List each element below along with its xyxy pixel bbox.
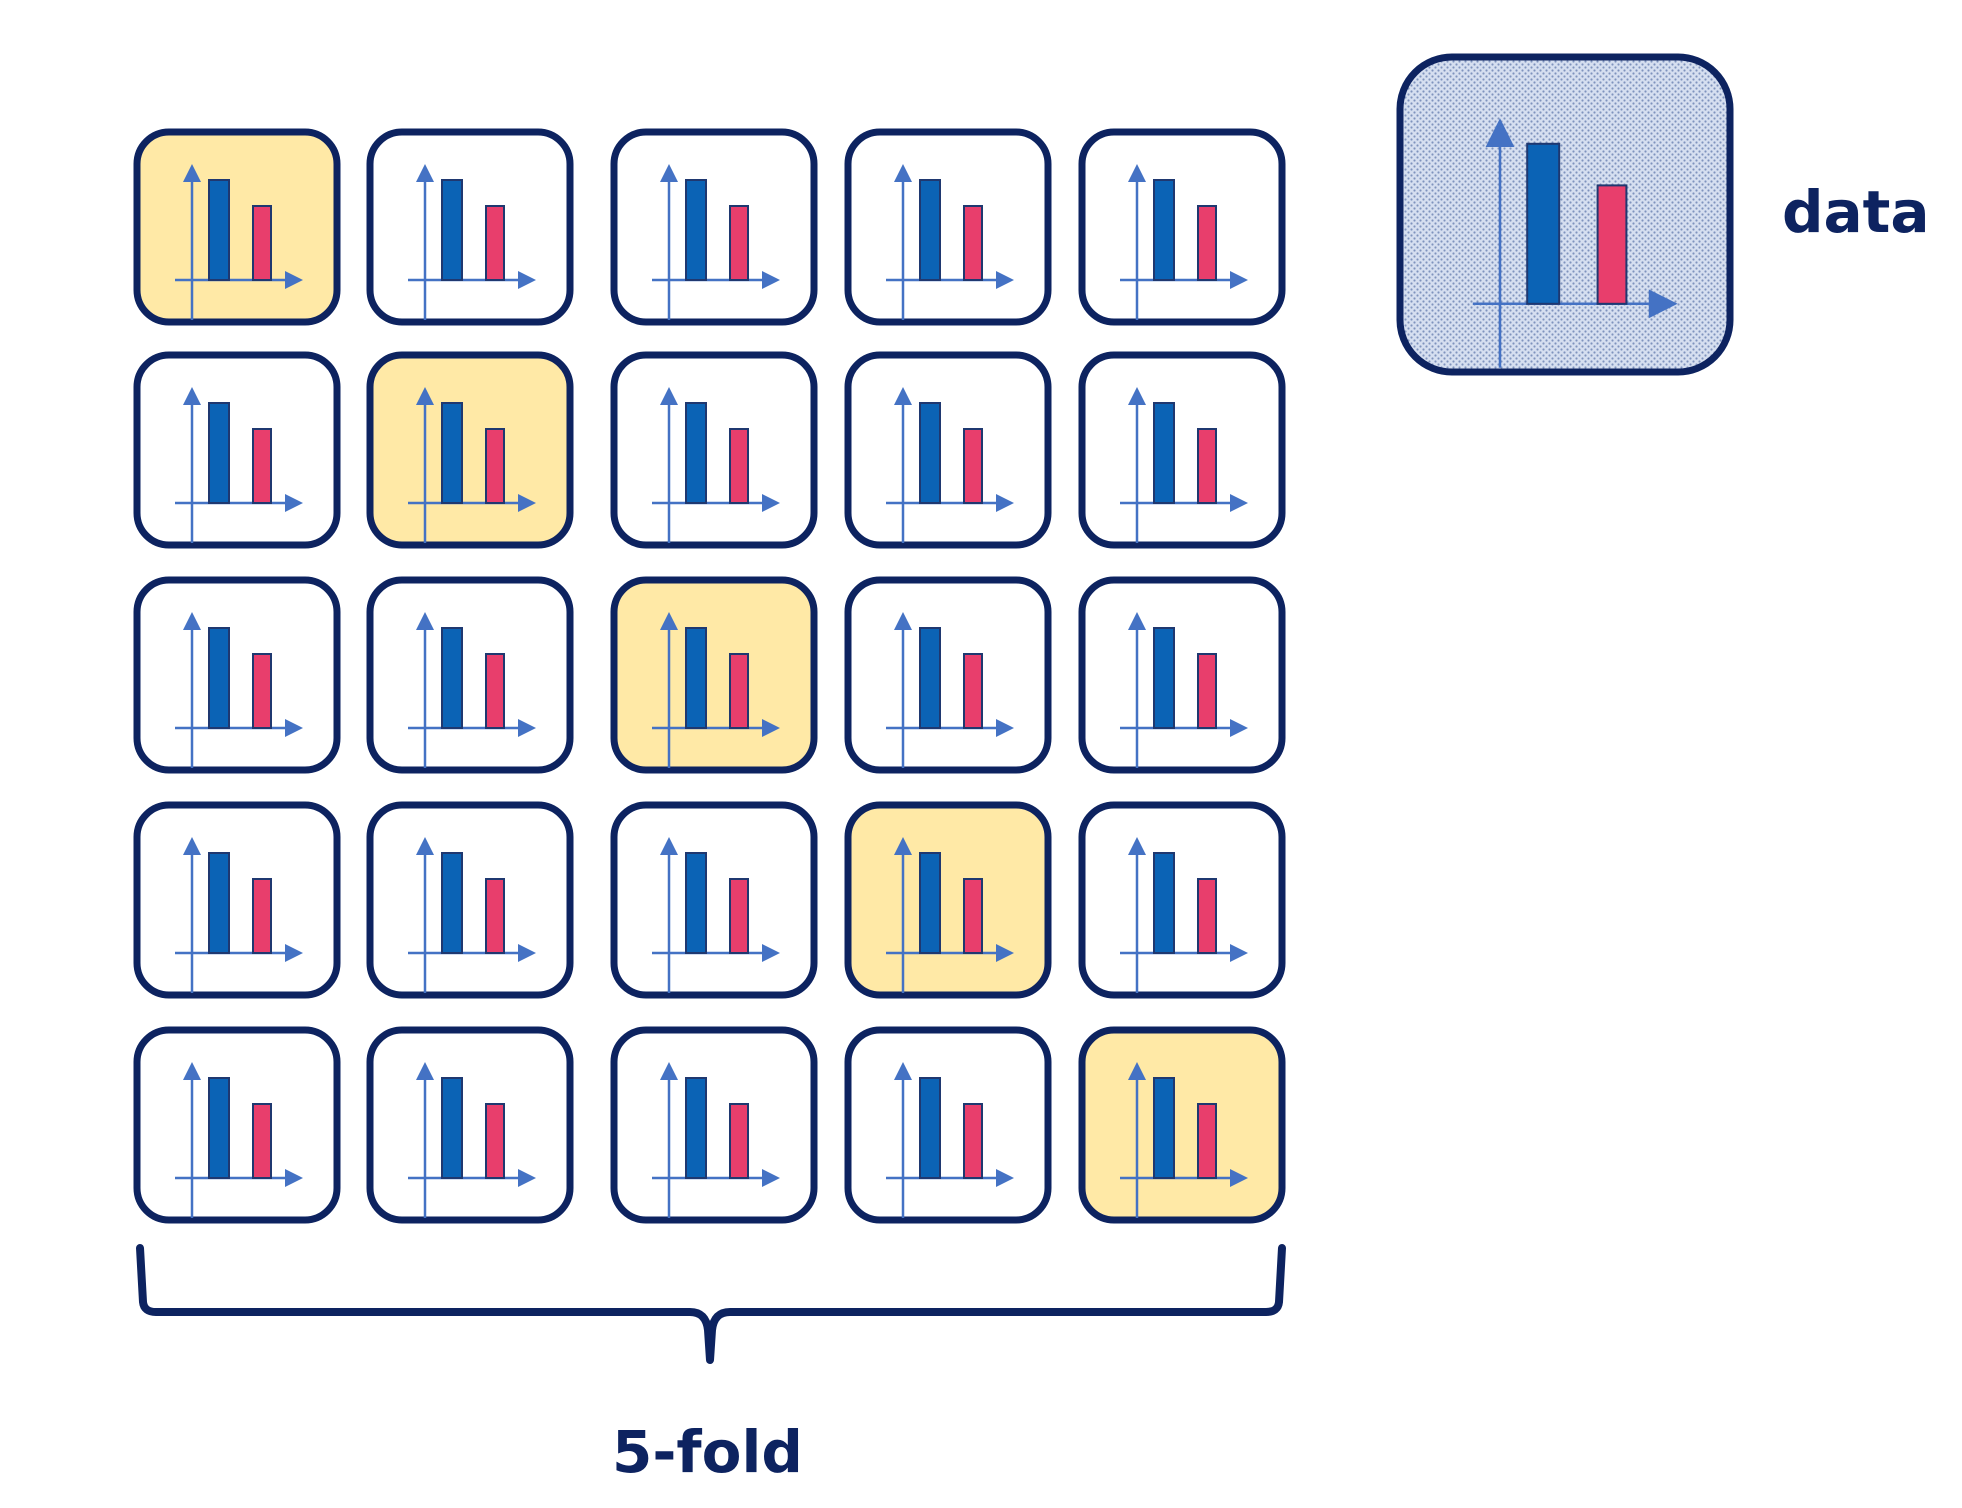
data-box (1396, 53, 1734, 376)
bar-chart-icon (408, 612, 536, 768)
fold-cell-train (133, 1026, 341, 1224)
bar-chart-icon (652, 164, 780, 320)
bar-chart-icon (1120, 1062, 1248, 1218)
fold-cell-train (844, 128, 1052, 326)
fold-cell-train (366, 801, 574, 999)
bar-chart-icon (408, 387, 536, 543)
bar-chart-icon (652, 612, 780, 768)
fold-cell-train (366, 576, 574, 774)
bar-chart-icon (175, 164, 303, 320)
fold-cell-validation (610, 576, 818, 774)
fold-cell-train (610, 801, 818, 999)
bar-chart-icon (1120, 164, 1248, 320)
fold-cell-train (1078, 351, 1286, 549)
data-label: data (1782, 178, 1930, 246)
bar-chart-icon (886, 164, 1014, 320)
fold-grid (133, 128, 1286, 1224)
bar-chart-icon (1120, 612, 1248, 768)
fold-cell-train (610, 1026, 818, 1224)
bar-chart-icon (886, 612, 1014, 768)
fold-cell-train (610, 128, 818, 326)
bar-chart-icon (175, 387, 303, 543)
bar-chart-icon (408, 164, 536, 320)
data-panel (1396, 53, 1734, 376)
fold-cell-train (1078, 576, 1286, 774)
bar-chart-icon (1120, 387, 1248, 543)
fold-cell-train (1078, 128, 1286, 326)
fold-cell-validation (133, 128, 341, 326)
bar-chart-icon (408, 1062, 536, 1218)
fold-cell-train (133, 576, 341, 774)
bar-chart-icon (175, 837, 303, 993)
bar-chart-icon (652, 837, 780, 993)
bar-chart-icon (175, 612, 303, 768)
bar-chart-icon (886, 837, 1014, 993)
fold-cell-train (844, 1026, 1052, 1224)
bar-chart-icon (175, 1062, 303, 1218)
bar-chart-icon (652, 1062, 780, 1218)
fold-cell-train (610, 351, 818, 549)
bar-chart-icon (652, 387, 780, 543)
bar-chart-icon (886, 1062, 1014, 1218)
bar-chart-icon (1120, 837, 1248, 993)
fold-cell-train (1078, 801, 1286, 999)
fold-cell-train (844, 351, 1052, 549)
fold-cell-train (133, 351, 341, 549)
fold-cell-train (366, 1026, 574, 1224)
bar-chart-icon (1472, 118, 1678, 368)
fold-cell-train (844, 576, 1052, 774)
fold-cell-train (366, 128, 574, 326)
fold-cell-validation (366, 351, 574, 549)
fold-cell-train (133, 801, 341, 999)
folds-label: 5-fold (612, 1418, 803, 1486)
bar-chart-icon (886, 387, 1014, 543)
fold-cell-validation (844, 801, 1052, 999)
fold-cell-validation (1078, 1026, 1286, 1224)
fold-brace (136, 1244, 1286, 1364)
bar-chart-icon (408, 837, 536, 993)
